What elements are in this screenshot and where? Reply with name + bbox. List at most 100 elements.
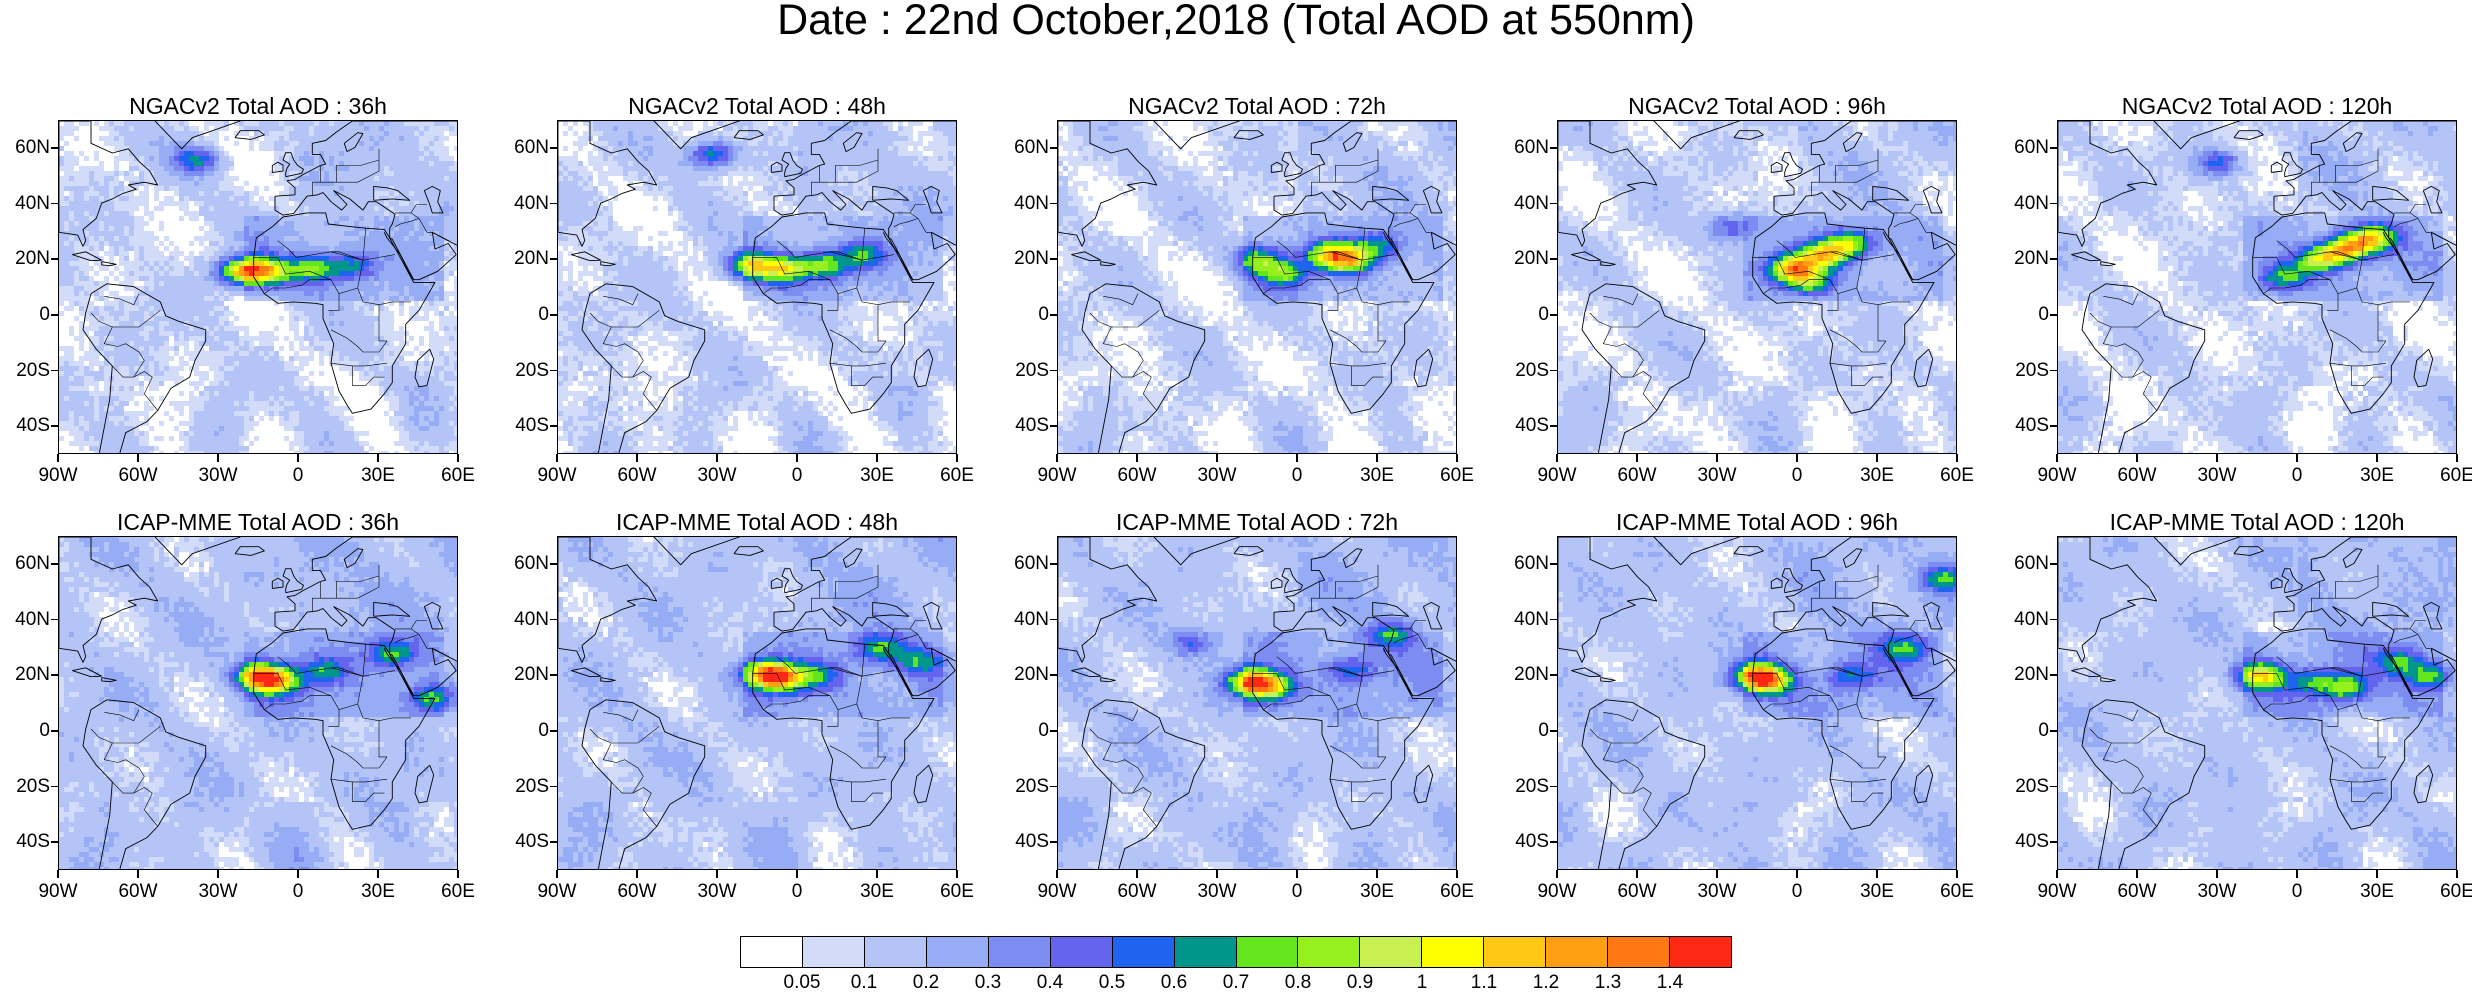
aod-contour-map (1558, 121, 1956, 453)
lon-tick-mark (1216, 454, 1218, 462)
panel-title: ICAP-MME Total AOD : 120h (2057, 508, 2457, 536)
aod-contour-map (558, 121, 956, 453)
lat-tick-label: 20N (1493, 249, 1549, 269)
lat-tick-label: 0 (0, 304, 50, 325)
lon-tick-label: 90W (1027, 882, 1087, 902)
colorbar-swatch (926, 937, 989, 967)
lon-tick-label: 30E (348, 882, 408, 902)
lon-tick-label: 30W (1687, 882, 1747, 902)
lon-tick-label: 30E (1847, 466, 1907, 486)
map-panel: NGACv2 Total AOD : 36h 60N 40N 20N 0 20S 40S 90… (15, 92, 475, 492)
lon-tick-label: 90W (1527, 882, 1587, 902)
colorbar-level-label: 0.8 (1268, 973, 1328, 993)
lon-tick-label: 0 (1767, 882, 1827, 902)
coastlines (59, 121, 457, 453)
lon-tick-label: 0 (1267, 466, 1327, 486)
lat-tick-mark (1050, 425, 1058, 427)
lat-tick-mark (1050, 147, 1058, 149)
lat-tick-label: 60N (493, 553, 549, 574)
colorbar-swatch (864, 937, 927, 967)
lon-tick-mark (1956, 870, 1958, 878)
lon-tick-label: 0 (1267, 882, 1327, 902)
lat-tick-mark (51, 563, 59, 565)
colorbar-swatch (1484, 937, 1547, 967)
aod-contour-map (2058, 537, 2456, 869)
lon-tick-mark (956, 870, 958, 878)
lon-tick-label: 90W (527, 882, 587, 902)
lon-tick-mark (137, 870, 139, 878)
lon-tick-mark (876, 454, 878, 462)
colorbar-swatch (1298, 937, 1361, 967)
lat-tick-label: 20S (493, 360, 549, 381)
country-borders (2089, 564, 2448, 827)
lon-tick-mark (57, 454, 59, 462)
panel-title: ICAP-MME Total AOD : 96h (1557, 508, 1957, 536)
lon-tick-label: 30W (1187, 466, 1247, 486)
lat-tick-mark (51, 314, 59, 316)
lon-tick-mark (457, 870, 459, 878)
lon-tick-mark (956, 454, 958, 462)
map-panel: ICAP-MME Total AOD : 48h 60N 40N 20N 0 20S 40S… (514, 508, 974, 908)
aod-contour-map (59, 537, 457, 869)
lon-tick-mark (137, 454, 139, 462)
map-plot-area (58, 120, 458, 454)
lat-tick-label: 20S (993, 776, 1049, 797)
lon-tick-label: 60E (1927, 466, 1987, 486)
lon-tick-mark (1376, 454, 1378, 462)
map-panel: ICAP-MME Total AOD : 96h 60N 40N 20N 0 20S 40S… (1514, 508, 1974, 908)
map-plot-area (2057, 536, 2457, 870)
panel-title: ICAP-MME Total AOD : 72h (1057, 508, 1457, 536)
colorbar-swatch (1670, 937, 1731, 967)
lat-tick-mark (550, 369, 558, 372)
lon-tick-mark (377, 454, 379, 462)
country-borders (2089, 148, 2448, 411)
lon-tick-label: 0 (268, 466, 328, 486)
lat-tick-label: 40N (493, 193, 549, 214)
lat-tick-mark (1050, 258, 1058, 260)
lon-tick-label: 30E (2347, 882, 2407, 902)
lat-tick-label: 20N (1993, 249, 2049, 269)
lat-tick-mark (2050, 674, 2058, 676)
country-borders (1589, 564, 1948, 827)
lon-tick-mark (1716, 454, 1718, 462)
lat-tick-mark (2050, 425, 2058, 427)
coastlines (558, 537, 956, 869)
map-panel: ICAP-MME Total AOD : 36h 60N 40N 20N 0 20S 40S… (15, 508, 475, 908)
lon-tick-mark (1636, 454, 1638, 462)
aod-contour-map (558, 537, 956, 869)
lon-tick-label: 60W (607, 466, 667, 486)
lon-tick-label: 30W (2187, 466, 2247, 486)
lon-tick-label: 60E (428, 882, 488, 902)
colorbar-level-label: 0.2 (896, 973, 956, 993)
lat-tick-label: 60N (993, 137, 1049, 158)
lat-tick-label: 20S (0, 360, 50, 381)
lat-tick-mark (550, 730, 558, 732)
lat-tick-mark (1550, 841, 1558, 843)
aod-contour-map (2058, 121, 2456, 453)
panel-title: NGACv2 Total AOD : 96h (1557, 92, 1957, 120)
lon-tick-mark (556, 454, 558, 462)
lat-tick-label: 20S (1493, 360, 1549, 381)
lon-tick-mark (2296, 870, 2298, 878)
lon-tick-label: 30W (687, 466, 747, 486)
colorbar-level-label: 0.3 (958, 973, 1018, 993)
lon-tick-label: 60E (1927, 882, 1987, 902)
lon-tick-label: 0 (2267, 882, 2327, 902)
lon-tick-mark (297, 454, 299, 462)
lat-tick-mark (550, 841, 558, 843)
lon-tick-mark (2056, 454, 2058, 462)
lat-tick-label: 0 (0, 720, 50, 741)
country-borders (90, 564, 449, 827)
lat-tick-mark (550, 785, 558, 788)
lat-tick-label: 40S (993, 832, 1049, 852)
lon-tick-label: 90W (2027, 882, 2087, 902)
lat-tick-mark (1050, 563, 1058, 565)
lon-tick-label: 60E (1427, 466, 1487, 486)
lon-tick-label: 60E (927, 466, 987, 486)
lon-tick-label: 0 (2267, 466, 2327, 486)
lat-tick-mark (1550, 258, 1558, 260)
lat-tick-label: 40N (1493, 193, 1549, 214)
country-borders (1089, 564, 1448, 827)
lat-tick-label: 40N (993, 193, 1049, 214)
lat-tick-label: 40S (493, 832, 549, 852)
